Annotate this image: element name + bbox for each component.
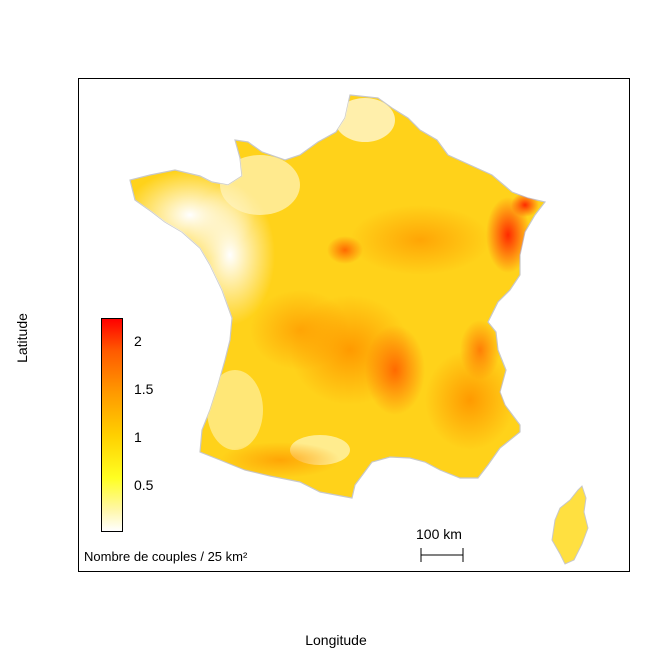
scale-bar-label: 100 km	[416, 526, 462, 542]
legend-tick-0-5: 0.5	[134, 477, 154, 493]
scale-bar	[420, 548, 464, 562]
legend-tick-2: 2	[134, 333, 142, 349]
y-axis-label: Latitude	[14, 313, 30, 363]
x-axis-label: Longitude	[305, 632, 367, 648]
legend-title: Nombre de couples / 25 km²	[84, 549, 248, 564]
legend-tick-1: 1	[134, 429, 142, 445]
color-scale-bar	[101, 318, 123, 532]
legend-tick-1-5: 1.5	[134, 381, 154, 397]
